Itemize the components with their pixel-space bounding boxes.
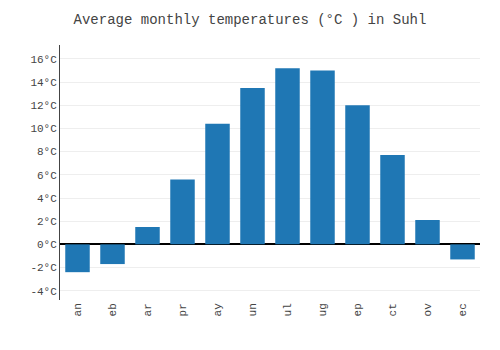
svg-text:2°C: 2°C (37, 216, 57, 228)
svg-text:10°C: 10°C (30, 123, 57, 135)
svg-text:ct: ct (387, 303, 399, 316)
svg-text:12°C: 12°C (30, 100, 57, 112)
svg-text:8°C: 8°C (37, 146, 57, 158)
svg-text:ug: ug (317, 303, 329, 316)
svg-text:ov: ov (422, 303, 434, 317)
svg-text:Average monthly temperatures (: Average monthly temperatures (°C ) in Su… (74, 12, 427, 28)
svg-text:0°C: 0°C (37, 239, 57, 251)
svg-text:ec: ec (457, 303, 469, 316)
svg-text:16°C: 16°C (30, 54, 57, 66)
svg-text:-4°C: -4°C (30, 286, 57, 298)
svg-text:an: an (72, 303, 84, 316)
svg-text:ul: ul (282, 303, 294, 316)
svg-text:ay: ay (212, 303, 224, 317)
svg-text:un: un (247, 303, 259, 316)
svg-text:ar: ar (142, 303, 154, 316)
svg-text:14°C: 14°C (30, 77, 57, 89)
svg-text:eb: eb (107, 303, 119, 316)
svg-text:-2°C: -2°C (30, 262, 57, 274)
svg-text:ep: ep (352, 303, 364, 316)
svg-text:4°C: 4°C (37, 193, 57, 205)
svg-text:6°C: 6°C (37, 170, 57, 182)
svg-text:pr: pr (177, 303, 189, 316)
